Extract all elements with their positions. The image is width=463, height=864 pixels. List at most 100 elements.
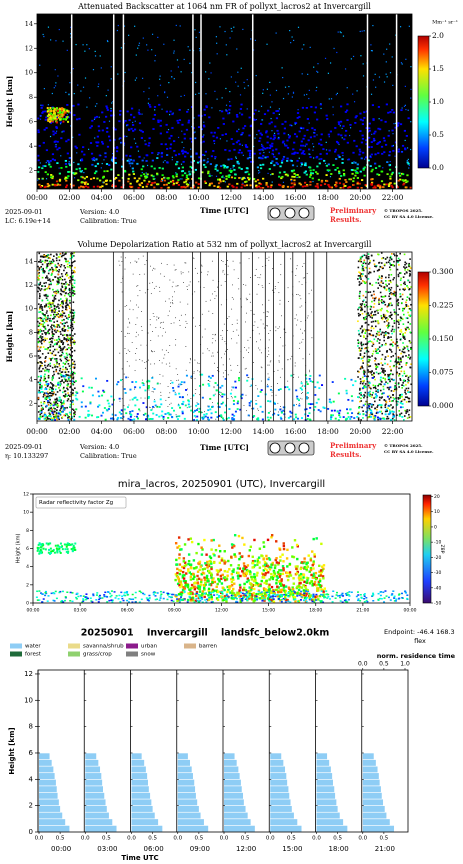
pixel [150, 184, 153, 186]
pixel [313, 135, 316, 138]
pixel [111, 158, 114, 161]
pixel [86, 183, 89, 185]
pixel [384, 280, 387, 282]
pixel [339, 187, 342, 189]
pixel [273, 412, 276, 415]
pixel [370, 181, 374, 184]
pixel [136, 162, 139, 165]
pixel [37, 177, 40, 180]
pixel [400, 277, 402, 280]
pixel [52, 313, 55, 316]
pixel [405, 345, 408, 348]
pixel [367, 416, 370, 418]
pixel [288, 85, 290, 88]
colorbar-label: Mm⁻¹ sr⁻¹ [432, 20, 458, 26]
pixel [68, 416, 70, 418]
pixel [68, 347, 70, 349]
pixel [48, 161, 51, 164]
pixel [375, 390, 377, 393]
pixel [266, 383, 268, 385]
pixel [407, 326, 409, 329]
pixel [132, 170, 135, 173]
pixel [49, 263, 51, 266]
pixel [410, 303, 412, 306]
pixel [388, 410, 391, 413]
pixel [83, 153, 86, 156]
pixel [199, 394, 201, 396]
pixel [94, 105, 97, 107]
pixel [144, 143, 147, 146]
pixel [359, 378, 362, 380]
pixel [393, 330, 395, 333]
pixel [397, 273, 400, 276]
pixel [44, 314, 46, 316]
pixel [73, 381, 76, 384]
pixel [360, 306, 362, 308]
pixel [270, 184, 273, 187]
pixel [198, 92, 200, 94]
pixel [378, 141, 381, 143]
pixel [379, 418, 382, 421]
pixel [384, 317, 387, 320]
pixel [407, 162, 410, 165]
pixel [209, 377, 212, 379]
pixel [334, 148, 337, 151]
pixel [160, 155, 163, 158]
pixel [205, 71, 207, 73]
pixel [161, 322, 163, 323]
pixel [362, 410, 364, 412]
pixel [378, 331, 380, 334]
pixel [173, 78, 175, 80]
pixel [211, 107, 213, 109]
pixel [72, 104, 75, 107]
pixel [67, 339, 70, 342]
pixel [316, 134, 318, 136]
pixel [379, 330, 381, 333]
pixel [206, 162, 208, 164]
pixel [360, 344, 363, 347]
pixel [394, 122, 397, 124]
pixel [386, 256, 389, 259]
pixel [55, 417, 58, 419]
pixel [47, 393, 49, 395]
pixel [59, 321, 62, 324]
pixel [226, 185, 229, 188]
pixel [50, 403, 53, 406]
pixel [57, 351, 60, 354]
pixel [38, 287, 40, 289]
pixel [41, 384, 43, 387]
pixel [212, 352, 214, 354]
pixel [50, 320, 53, 322]
pixel [48, 357, 51, 360]
pixel [164, 91, 166, 94]
pixel [54, 276, 56, 278]
pixel [403, 415, 406, 417]
pixel [56, 109, 59, 112]
pixel [59, 123, 62, 125]
pixel [362, 300, 364, 303]
pixel [49, 120, 52, 123]
pixel [359, 327, 362, 330]
pixel [183, 417, 186, 420]
pixel [277, 132, 280, 135]
pixel [147, 414, 150, 417]
pixel [379, 266, 382, 268]
pixel [405, 393, 407, 395]
pixel [38, 271, 40, 274]
pixel [215, 389, 218, 392]
pixel [357, 266, 360, 269]
pixel [384, 379, 387, 381]
pixel [306, 93, 308, 96]
pixel [372, 24, 374, 27]
pixel [73, 333, 76, 335]
pixel [114, 128, 117, 131]
pixel [42, 267, 44, 270]
pixel [367, 391, 370, 394]
pixel [291, 36, 293, 38]
pixel [40, 377, 42, 379]
pixel [270, 162, 273, 164]
pixel [65, 308, 67, 311]
pixel [40, 288, 43, 290]
pixel [245, 297, 247, 299]
pixel [201, 271, 202, 273]
